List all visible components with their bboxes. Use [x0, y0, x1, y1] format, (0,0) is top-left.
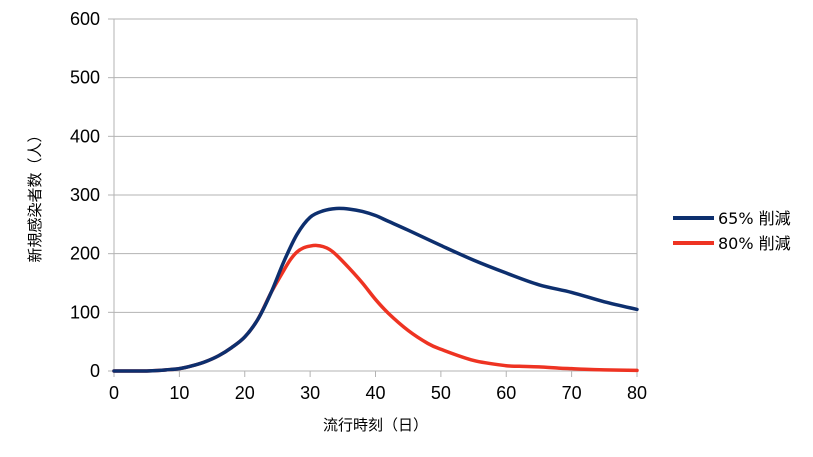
x-tick-label-20: 20	[235, 383, 255, 403]
x-tick-label-40: 40	[365, 383, 385, 403]
y-tick-label-300: 300	[70, 185, 100, 205]
y-tick-label-400: 400	[70, 126, 100, 146]
series-lines	[112, 206, 639, 373]
x-tick-label-60: 60	[496, 383, 516, 403]
x-tick-label-50: 50	[431, 383, 451, 403]
y-tick-label-500: 500	[70, 68, 100, 88]
x-axis-title: 流行時刻（日）	[323, 416, 428, 434]
tick-labels: 0 100 200 300 400 500 600 0 10 20 30 40 50 60 70 80	[70, 9, 647, 403]
legend: 65% 削減 80% 削減	[673, 209, 791, 253]
x-tick-label-80: 80	[627, 383, 647, 403]
legend-label-65: 65% 削減	[718, 209, 791, 228]
x-tick-label-10: 10	[169, 383, 189, 403]
y-tick-label-100: 100	[70, 302, 100, 322]
y-tick-label-600: 600	[70, 9, 100, 29]
y-tick-label-200: 200	[70, 244, 100, 264]
x-tick-label-70: 70	[562, 383, 582, 403]
series-line-80	[112, 243, 639, 373]
x-tick-label-30: 30	[300, 383, 320, 403]
series-line-65	[112, 206, 639, 373]
legend-label-80: 80% 削減	[718, 234, 791, 253]
grid	[114, 18, 637, 313]
y-tick-label-0: 0	[90, 361, 100, 381]
axes	[108, 18, 638, 377]
x-tick-label-0: 0	[109, 383, 119, 403]
y-axis-title: 新規感染者数（人）	[26, 127, 44, 262]
